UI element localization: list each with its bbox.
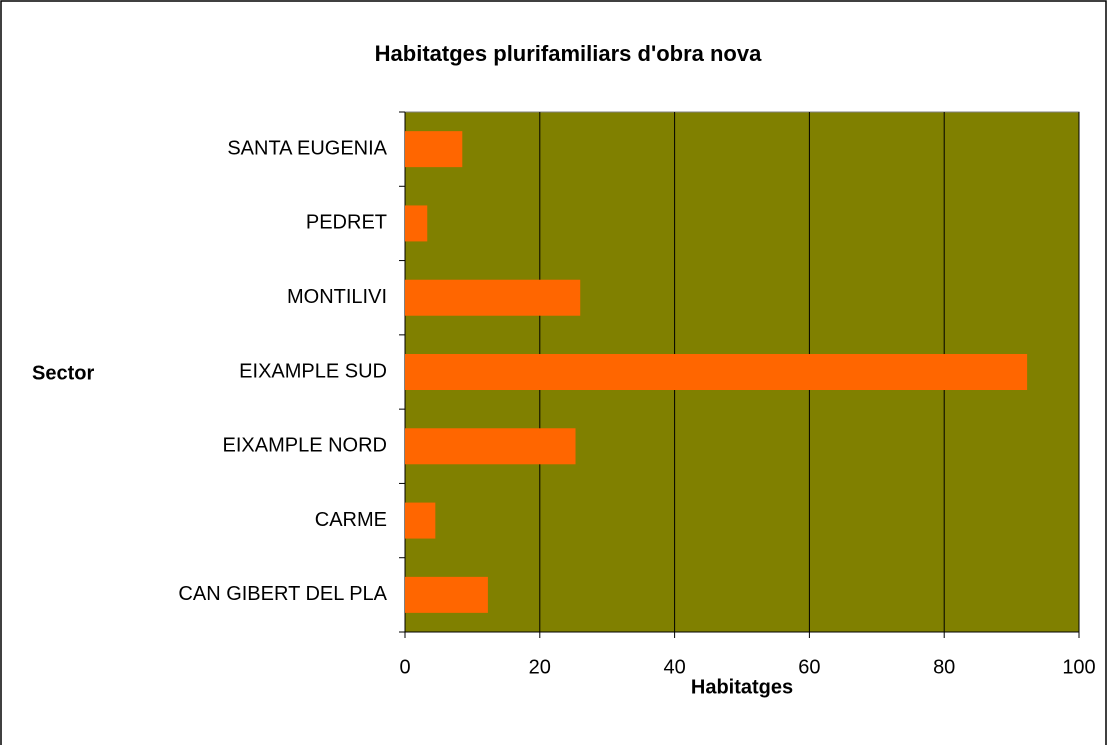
y-tick-label: PEDRET: [306, 212, 387, 234]
y-tick-label: MONTILIVI: [287, 286, 387, 308]
y-tick-label: CARME: [315, 509, 387, 531]
bar: [405, 279, 581, 316]
bar: [405, 131, 463, 168]
y-axis-label: Sector: [32, 362, 94, 384]
y-tick-label: EIXAMPLE NORD: [223, 435, 387, 457]
bar: [405, 502, 436, 539]
x-tick-label: 20: [529, 656, 551, 678]
x-tick-label: 100: [1062, 656, 1095, 678]
x-axis-label: Habitatges: [691, 676, 793, 698]
x-tick-label: 40: [663, 656, 685, 678]
y-tick-label: CAN GIBERT DEL PLA: [178, 583, 387, 605]
x-tick-label: 60: [798, 656, 820, 678]
x-tick-label: 0: [399, 656, 410, 678]
bar: [405, 576, 488, 613]
bar: [405, 428, 576, 465]
y-tick-label: EIXAMPLE SUD: [239, 360, 387, 382]
chart-title: Habitatges plurifamiliars d'obra nova: [375, 41, 762, 66]
bar: [405, 354, 1028, 390]
bar: [405, 205, 428, 242]
x-tick-label: 80: [933, 656, 955, 678]
y-tick-label: SANTA EUGENIA: [227, 137, 387, 159]
